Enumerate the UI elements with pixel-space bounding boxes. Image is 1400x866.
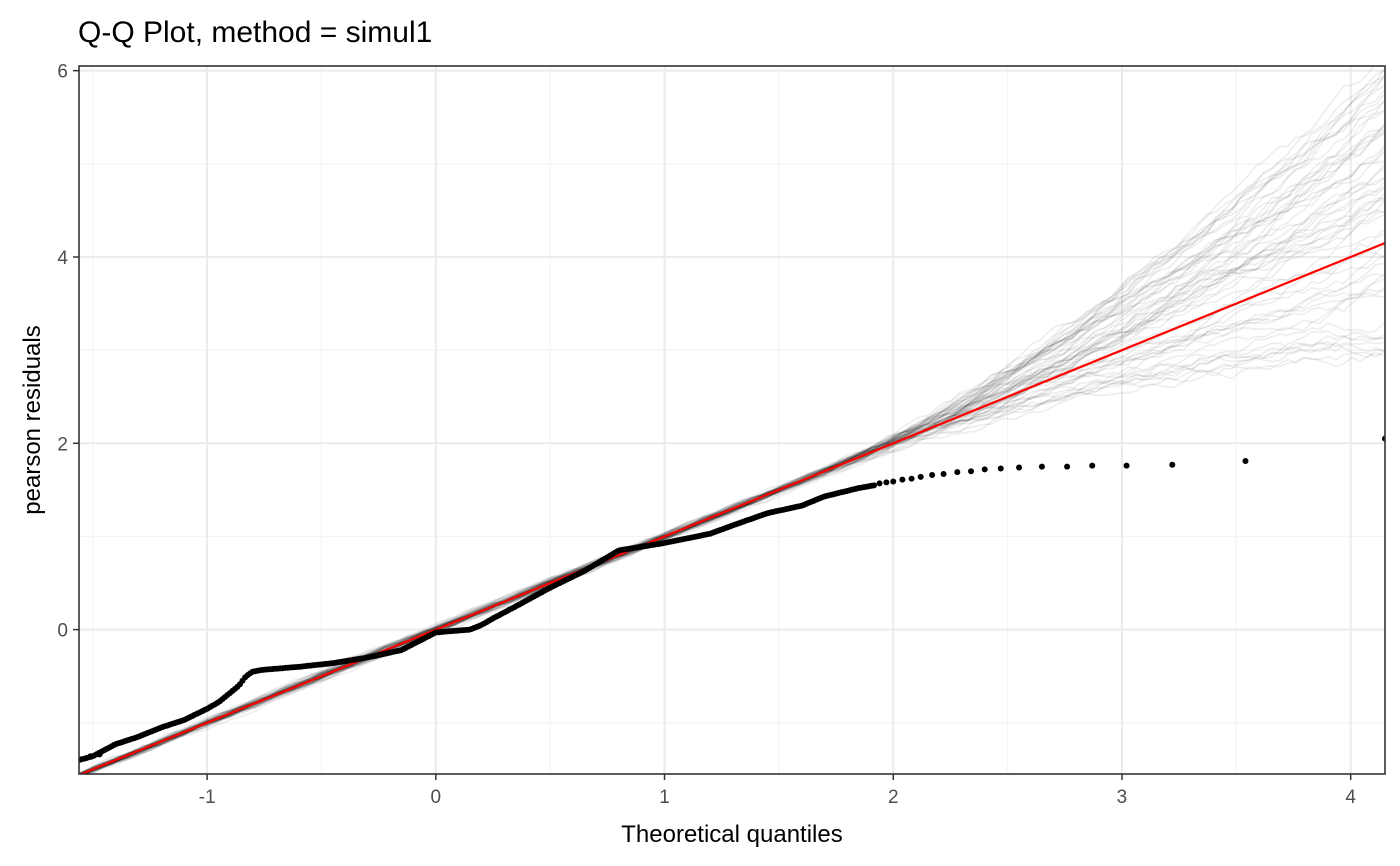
envelope-line [79, 145, 1385, 774]
x-tick-label: 4 [1345, 787, 1356, 808]
observed-point-tail [876, 480, 883, 487]
x-tick-label: -1 [199, 787, 216, 808]
y-axis-title: pearson residuals [19, 325, 46, 514]
observed-point [87, 753, 94, 760]
observed-point-tail [890, 478, 897, 485]
plot-panel-background [79, 66, 1385, 774]
envelope-line [80, 350, 1385, 774]
envelope-line [81, 76, 1385, 774]
envelope-line [80, 262, 1385, 774]
observed-point-tail [883, 479, 890, 486]
plot-panel-border [78, 65, 1386, 775]
x-tick-label: 3 [1117, 787, 1128, 808]
observed-point [96, 751, 103, 758]
observed-point-tail [1016, 464, 1023, 471]
observed-point-tail [899, 476, 906, 483]
observed-point-tail [940, 471, 947, 478]
y-tick-label: 6 [57, 62, 68, 83]
envelope-line [79, 274, 1385, 774]
envelope-line [80, 130, 1385, 774]
observed-residual-points [79, 435, 1385, 764]
envelope-line [79, 110, 1385, 774]
observed-point-tail [1242, 457, 1249, 464]
observed-point-tail [1038, 463, 1045, 470]
envelope-line [79, 90, 1385, 774]
minor-gridlines [79, 66, 1385, 774]
observed-point-tail [1089, 462, 1096, 469]
major-gridlines [79, 66, 1385, 774]
y-tick-label: 4 [57, 248, 68, 269]
x-tick-label: 1 [659, 787, 670, 808]
observed-point-tail [929, 471, 936, 478]
envelope-line [81, 199, 1385, 774]
observed-point-tail [954, 469, 961, 476]
observed-point-tail [917, 473, 924, 480]
observed-point [871, 482, 877, 489]
envelope-line [79, 341, 1385, 774]
envelope-line [79, 66, 1375, 774]
observed-point-tail [968, 468, 975, 475]
envelope-line [81, 287, 1385, 774]
envelope-line [82, 294, 1385, 774]
y-axis: 0 2 4 6 [57, 62, 79, 642]
envelope-line [82, 126, 1385, 774]
x-tick-label: 0 [431, 787, 442, 808]
observed-point-tail [908, 475, 915, 482]
chart-title: Q-Q Plot, method = simul1 [78, 16, 432, 49]
observed-point-tail [1123, 462, 1130, 469]
y-tick-label: 0 [57, 621, 68, 642]
envelope-line [79, 197, 1384, 774]
envelope-line [81, 147, 1385, 774]
observed-point-tail [1169, 461, 1176, 468]
envelope-line [80, 165, 1385, 774]
envelope-line [79, 129, 1384, 774]
x-axis-title: Theoretical quantiles [621, 821, 842, 848]
envelope-line [81, 101, 1385, 774]
observed-point-tail [997, 465, 1004, 472]
x-axis: -1 0 1 2 3 4 [199, 774, 1356, 808]
observed-point-tail [1064, 463, 1071, 470]
envelope-line [79, 331, 1385, 774]
reference-line [79, 241, 1385, 774]
x-tick-label: 2 [888, 787, 899, 808]
envelope-line [79, 77, 1385, 774]
observed-point-tail [981, 466, 988, 473]
y-tick-label: 2 [57, 434, 68, 455]
